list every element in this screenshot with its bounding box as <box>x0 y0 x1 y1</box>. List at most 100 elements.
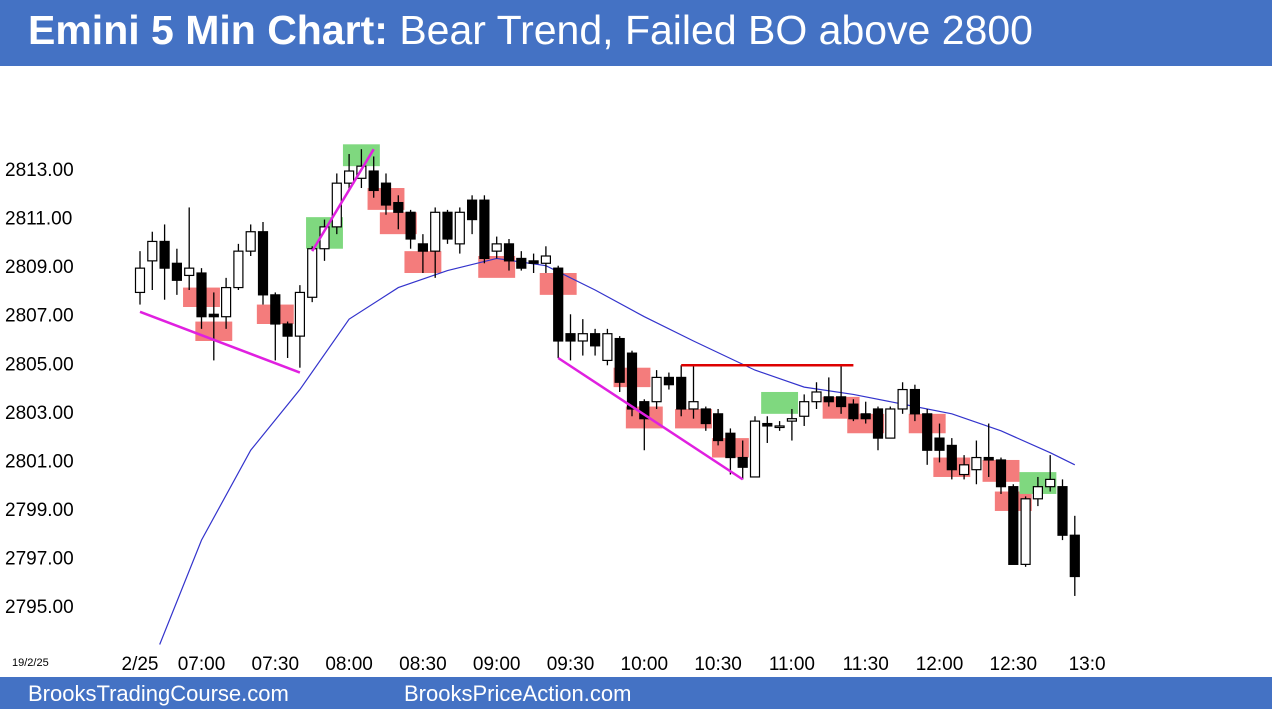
candle-body <box>245 231 256 252</box>
candle-body <box>540 255 552 264</box>
candle-body <box>1020 498 1031 565</box>
signal-box <box>478 256 516 278</box>
candle-body <box>651 376 662 403</box>
y-tick-label: 2803.00 <box>5 403 74 424</box>
x-tick-label: 11:30 <box>843 654 889 675</box>
candle-body <box>958 464 970 476</box>
y-tick-label: 2799.00 <box>5 500 74 521</box>
candle-body <box>823 396 834 403</box>
candle-body <box>257 231 269 296</box>
candle-body <box>417 243 428 252</box>
x-tick-label: 13:0 <box>1069 654 1106 675</box>
chart-title: Emini 5 Min Chart: Bear Trend, Failed BO… <box>28 7 1033 53</box>
y-tick-label: 2795.00 <box>5 597 74 618</box>
candle-body <box>467 199 478 221</box>
x-tick-label: 10:30 <box>694 654 742 675</box>
plot-area: 2795.00 2797.00 2799.00 2801.00 2803.00 2805.… <box>5 144 1106 675</box>
candle-body <box>1008 486 1019 565</box>
x-tick-label: 12:30 <box>990 654 1038 675</box>
candle-body <box>405 211 416 240</box>
x-tick-label: 09:00 <box>473 654 521 675</box>
y-tick-label: 2807.00 <box>5 306 74 327</box>
candle-body <box>885 408 896 439</box>
trend-line <box>139 310 301 374</box>
trend-line <box>557 356 744 481</box>
candle-body <box>479 199 490 260</box>
candle-body <box>774 425 785 429</box>
candle-body <box>270 294 281 325</box>
signal-box <box>761 391 799 414</box>
candle-body <box>553 267 564 342</box>
candle-body <box>233 250 244 289</box>
candle-body <box>1045 478 1056 488</box>
candle-body <box>147 240 158 262</box>
header-band <box>0 0 1272 66</box>
candle-body <box>860 413 871 420</box>
footer-band <box>0 677 1272 709</box>
candle-body <box>614 337 625 383</box>
title-text: Bear Trend, Failed BO above 2800 <box>399 7 1033 53</box>
candle-body <box>528 260 539 264</box>
candle-body <box>344 170 355 184</box>
candle-body <box>159 240 170 269</box>
y-tick-label: 2805.00 <box>5 354 74 375</box>
x-tick-label: 11:00 <box>769 654 815 675</box>
candle-body <box>221 286 232 318</box>
x-tick-label: 08:00 <box>325 654 373 675</box>
candle-body <box>430 211 441 252</box>
candle-body <box>282 323 293 337</box>
candle-body <box>356 165 367 179</box>
y-tick-label: 2811.00 <box>5 209 72 230</box>
candle-body <box>995 459 1007 488</box>
x-tick-label: 10:00 <box>621 654 669 675</box>
candle-body <box>934 437 945 451</box>
x-tick-label: 07:30 <box>252 654 300 675</box>
candle-body <box>602 333 613 362</box>
candle-body <box>799 401 810 417</box>
footer-right: BrooksPriceAction.com <box>404 681 631 706</box>
candle-body <box>872 408 884 439</box>
candle-body <box>565 333 576 342</box>
candle-body <box>909 388 921 415</box>
candle-body <box>712 413 724 442</box>
x-tick-label: 08:30 <box>399 654 447 675</box>
candle-body <box>848 403 859 420</box>
candle-body <box>1032 486 1044 500</box>
candle-body <box>700 408 711 425</box>
candle-body <box>516 257 527 269</box>
y-tick-label: 2809.00 <box>5 257 74 278</box>
x-tick-label: 12:00 <box>916 654 964 675</box>
candle-body <box>1069 534 1080 578</box>
title-lead: Emini 5 Min Chart: <box>28 7 388 53</box>
y-tick-label: 2801.00 <box>5 451 74 472</box>
candle-body <box>725 432 736 459</box>
candle-body <box>380 182 392 206</box>
candle-body <box>307 248 318 298</box>
candle-body <box>442 211 453 240</box>
candle-body <box>134 267 146 294</box>
candle-body <box>368 170 379 192</box>
candle-body <box>786 418 798 422</box>
candle-body <box>393 201 404 213</box>
x-tick-label: 07:00 <box>178 654 226 675</box>
candle-body <box>171 262 182 281</box>
x-tick-label: 09:30 <box>547 654 595 675</box>
candle-body <box>688 401 699 410</box>
candle-body <box>454 211 465 245</box>
candle-body <box>835 396 847 408</box>
candle-body <box>196 272 207 318</box>
ema-line <box>159 257 1076 645</box>
candle-body <box>922 413 933 451</box>
candle-body <box>676 376 687 410</box>
candle-body <box>1057 486 1068 536</box>
footer-left: BrooksTradingCourse.com <box>28 681 289 706</box>
candle-body <box>762 422 773 427</box>
y-tick-label: 2797.00 <box>5 549 74 570</box>
candle-body <box>184 267 195 277</box>
date-label: 19/2/25 <box>12 657 49 669</box>
candle-body <box>971 456 982 471</box>
candle-body <box>737 456 748 468</box>
candle-body <box>946 444 957 471</box>
